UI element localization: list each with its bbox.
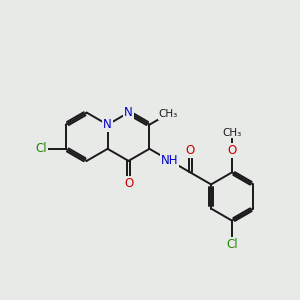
Text: CH₃: CH₃ — [222, 128, 242, 137]
Text: O: O — [124, 177, 133, 190]
Text: N: N — [103, 118, 112, 131]
Text: O: O — [227, 144, 237, 157]
Text: Cl: Cl — [36, 142, 47, 155]
Text: Cl: Cl — [226, 238, 238, 251]
Text: N: N — [124, 106, 133, 119]
Text: CH₃: CH₃ — [159, 109, 178, 119]
Text: NH: NH — [160, 154, 178, 167]
Text: O: O — [186, 144, 195, 157]
